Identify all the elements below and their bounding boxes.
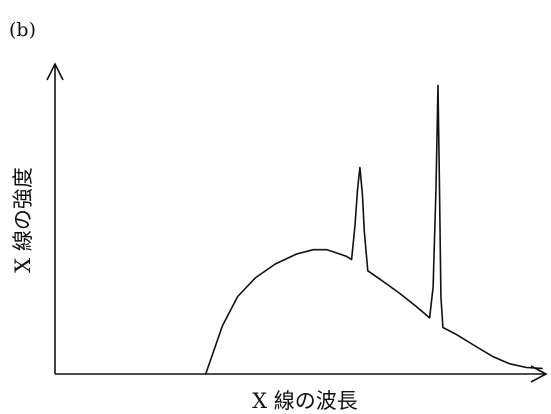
intensity-curve [204, 84, 543, 375]
y-axis-label: X 線の強度 [11, 167, 35, 273]
panel-label: (b) [9, 19, 36, 41]
x-axis-label: X 線の波長 [252, 389, 358, 413]
y-axis-arrow [46, 62, 64, 81]
y-axis [46, 62, 64, 374]
x-axis [55, 365, 548, 383]
